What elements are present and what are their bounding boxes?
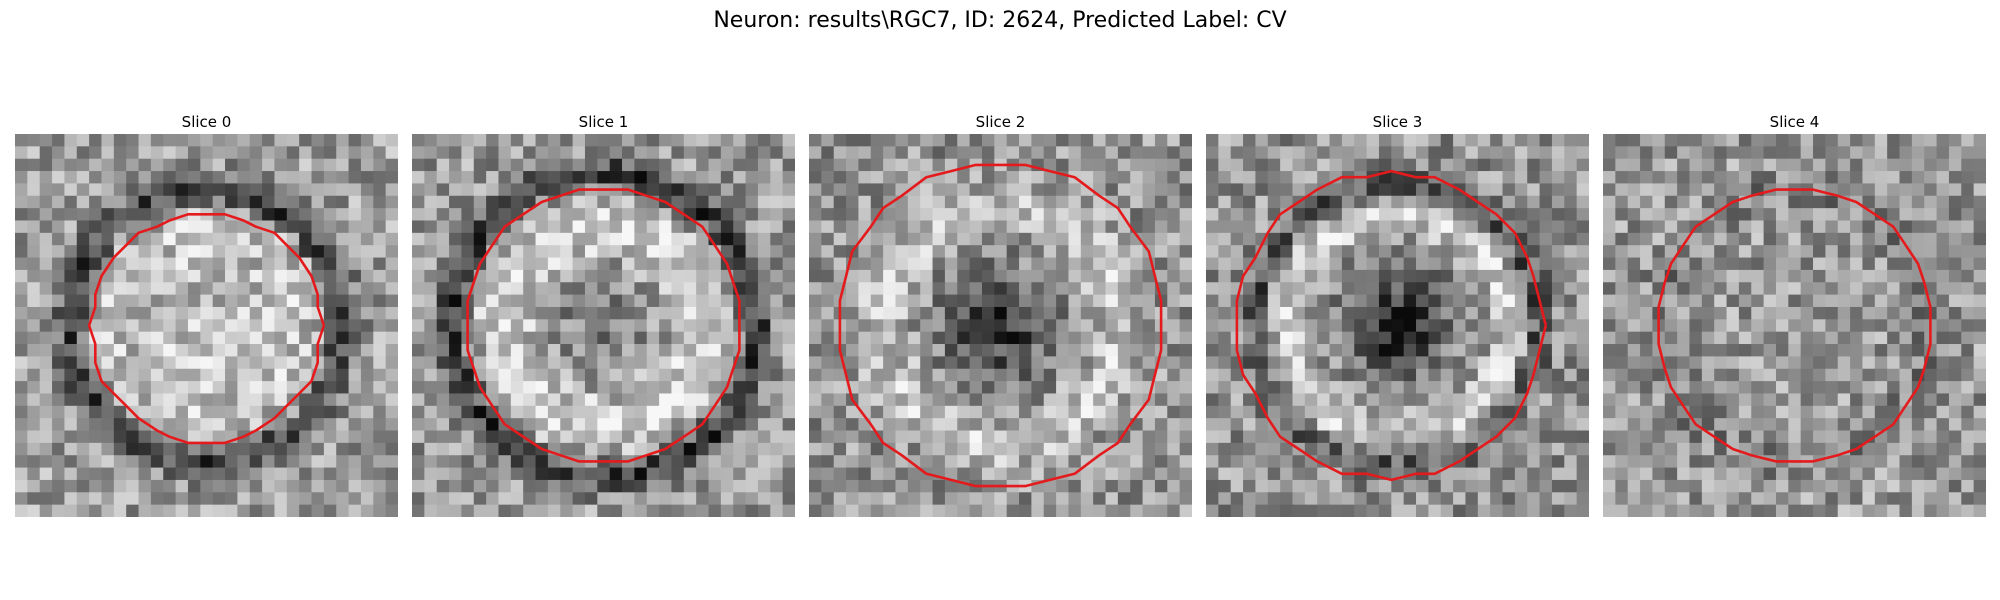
- slice-panel-3: Slice 3: [1206, 112, 1589, 517]
- roi-contour: [87, 213, 326, 445]
- roi-contour: [1657, 188, 1932, 463]
- slice-title-3: Slice 3: [1372, 113, 1423, 131]
- slice-title-1: Slice 1: [578, 113, 629, 131]
- roi-contour: [838, 163, 1163, 488]
- slice-panel-0: Slice 0: [15, 112, 398, 517]
- figure-title: Neuron: results\RGC7, ID: 2624, Predicte…: [713, 8, 1287, 33]
- slice-image-2: [809, 134, 1192, 517]
- slice-title-4: Slice 4: [1769, 113, 1820, 131]
- slice-image-4: [1603, 134, 1986, 517]
- slice-title-0: Slice 0: [181, 113, 232, 131]
- slice-panel-2: Slice 2: [809, 112, 1192, 517]
- slice-panel-4: Slice 4: [1603, 112, 1986, 517]
- slice-title-2: Slice 2: [975, 113, 1026, 131]
- slice-image-0: [15, 134, 398, 517]
- roi-contour: [1235, 169, 1548, 482]
- roi-contour: [466, 188, 741, 463]
- slice-image-3: [1206, 134, 1589, 517]
- slice-image-1: [412, 134, 795, 517]
- slice-panel-1: Slice 1: [412, 112, 795, 517]
